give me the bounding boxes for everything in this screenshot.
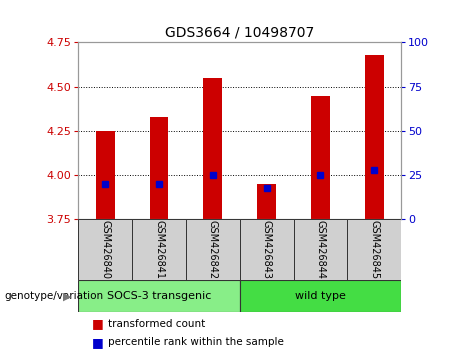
Title: GDS3664 / 10498707: GDS3664 / 10498707	[165, 26, 314, 40]
Text: GSM426844: GSM426844	[315, 220, 325, 279]
Text: GSM426840: GSM426840	[100, 220, 110, 279]
Bar	[240, 219, 294, 280]
Bar	[132, 219, 186, 280]
Text: ■: ■	[92, 318, 104, 330]
Text: transformed count: transformed count	[108, 319, 206, 329]
Text: percentile rank within the sample: percentile rank within the sample	[108, 337, 284, 347]
Bar	[96, 131, 115, 219]
Text: ■: ■	[92, 336, 104, 349]
Bar	[294, 219, 347, 280]
Bar	[257, 184, 276, 219]
Bar	[347, 219, 401, 280]
Bar	[186, 219, 240, 280]
Text: ▶: ▶	[63, 291, 71, 301]
Text: wild type: wild type	[295, 291, 346, 301]
Text: SOCS-3 transgenic: SOCS-3 transgenic	[107, 291, 211, 301]
Text: GSM426845: GSM426845	[369, 220, 379, 279]
Bar	[78, 219, 132, 280]
Text: genotype/variation: genotype/variation	[5, 291, 104, 301]
Bar	[365, 55, 384, 219]
Bar	[203, 78, 222, 219]
Bar	[240, 280, 401, 312]
Text: GSM426842: GSM426842	[208, 220, 218, 279]
Bar	[311, 96, 330, 219]
Bar	[78, 280, 240, 312]
Text: GSM426841: GSM426841	[154, 220, 164, 279]
Bar	[150, 117, 168, 219]
Text: GSM426843: GSM426843	[261, 220, 272, 279]
